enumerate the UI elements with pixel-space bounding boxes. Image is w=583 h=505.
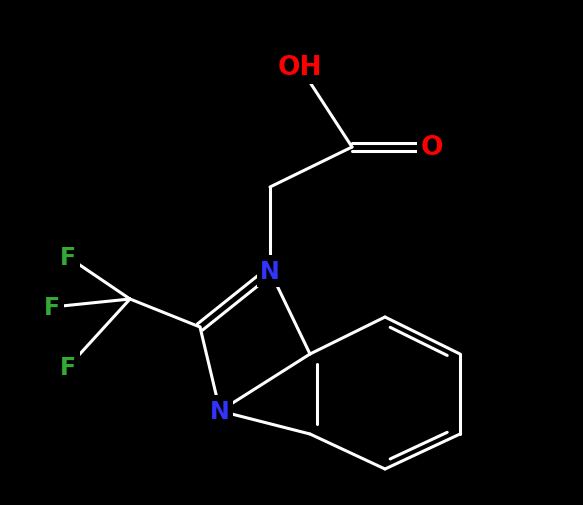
Text: F: F bbox=[60, 356, 76, 379]
Text: N: N bbox=[260, 260, 280, 283]
Text: F: F bbox=[60, 245, 76, 270]
Text: N: N bbox=[210, 399, 230, 423]
Text: OH: OH bbox=[278, 55, 322, 81]
Text: O: O bbox=[421, 135, 443, 161]
Text: F: F bbox=[44, 295, 60, 319]
